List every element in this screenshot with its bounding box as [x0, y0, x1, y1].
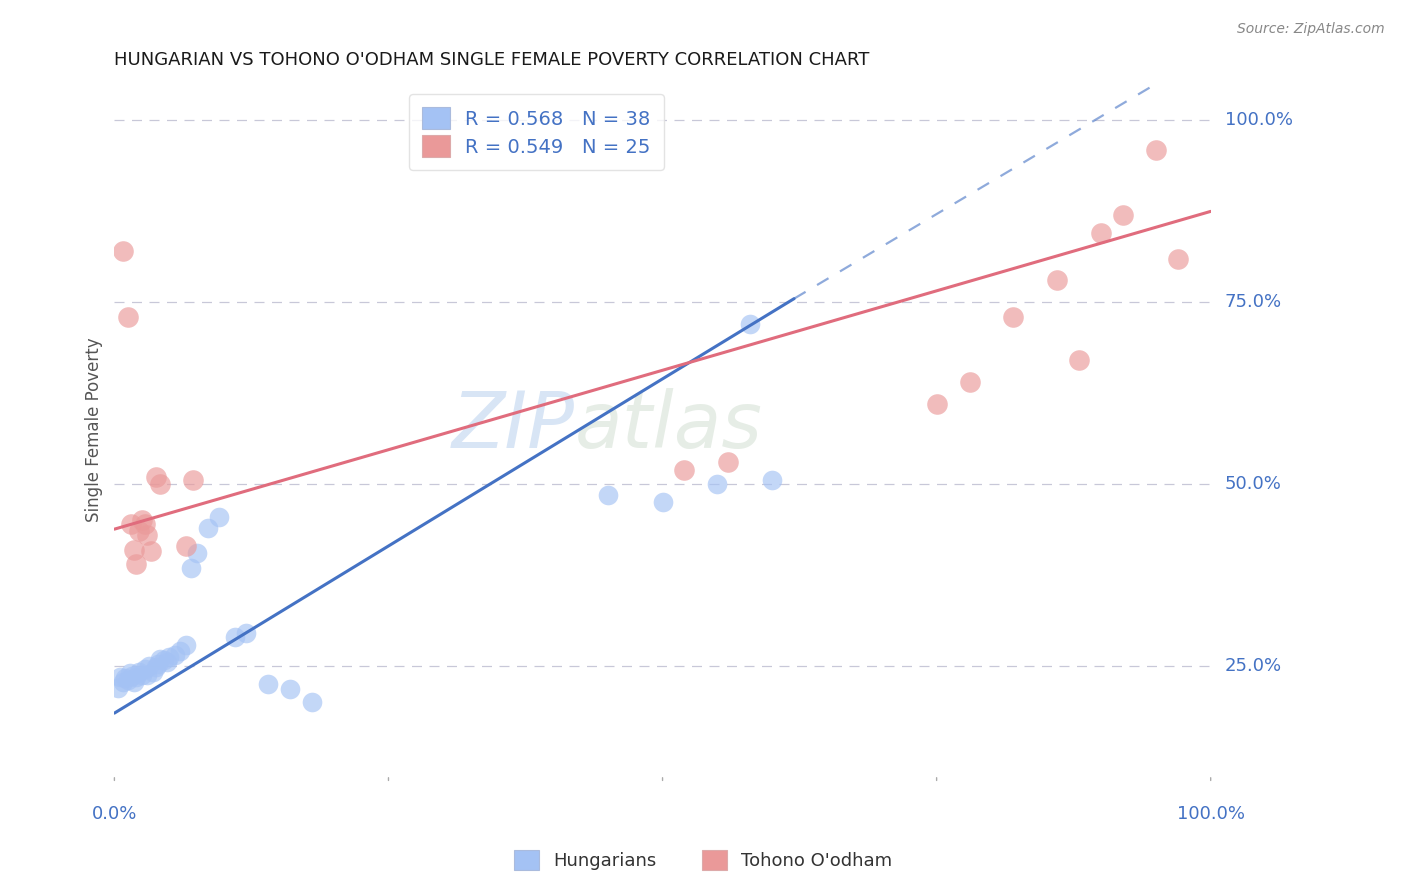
- Point: [925, 397, 948, 411]
- Point: [1069, 353, 1091, 368]
- Point: [596, 488, 619, 502]
- Text: atlas: atlas: [575, 388, 762, 464]
- Point: [1167, 252, 1189, 266]
- Legend: Hungarians, Tohono O'odham: Hungarians, Tohono O'odham: [503, 839, 903, 881]
- Point: [257, 677, 280, 691]
- Point: [651, 495, 673, 509]
- Point: [121, 669, 143, 683]
- Point: [174, 639, 197, 653]
- Point: [139, 544, 162, 558]
- Point: [122, 542, 145, 557]
- Point: [278, 682, 301, 697]
- Point: [761, 474, 783, 488]
- Point: [136, 528, 159, 542]
- Point: [717, 455, 740, 469]
- Point: [959, 376, 981, 390]
- Point: [197, 521, 219, 535]
- Point: [183, 474, 205, 488]
- Text: 25.0%: 25.0%: [1225, 657, 1282, 675]
- Text: 50.0%: 50.0%: [1225, 475, 1281, 493]
- Point: [136, 667, 159, 681]
- Point: [138, 658, 160, 673]
- Point: [1002, 310, 1025, 324]
- Point: [131, 513, 153, 527]
- Text: Source: ZipAtlas.com: Source: ZipAtlas.com: [1237, 22, 1385, 37]
- Point: [128, 524, 150, 539]
- Point: [169, 644, 191, 658]
- Point: [706, 477, 728, 491]
- Point: [120, 517, 142, 532]
- Point: [740, 317, 762, 331]
- Text: 100.0%: 100.0%: [1177, 805, 1244, 823]
- Point: [152, 653, 174, 667]
- Point: [131, 667, 153, 681]
- Point: [145, 470, 167, 484]
- Point: [149, 477, 172, 491]
- Text: 100.0%: 100.0%: [1225, 112, 1292, 129]
- Point: [112, 244, 135, 259]
- Point: [186, 546, 208, 560]
- Point: [108, 670, 131, 684]
- Text: 0.0%: 0.0%: [91, 805, 138, 823]
- Point: [122, 674, 145, 689]
- Text: ZIP: ZIP: [451, 388, 575, 464]
- Point: [134, 663, 156, 677]
- Point: [301, 695, 323, 709]
- Legend: R = 0.568   N = 38, R = 0.549   N = 25: R = 0.568 N = 38, R = 0.549 N = 25: [409, 94, 664, 170]
- Point: [134, 517, 156, 532]
- Point: [117, 673, 139, 687]
- Point: [117, 310, 139, 324]
- Point: [148, 657, 170, 671]
- Point: [157, 650, 180, 665]
- Point: [112, 674, 135, 689]
- Point: [107, 681, 129, 695]
- Point: [118, 666, 141, 681]
- Point: [1046, 273, 1069, 287]
- Point: [145, 660, 167, 674]
- Y-axis label: Single Female Poverty: Single Female Poverty: [86, 337, 103, 522]
- Point: [1090, 226, 1112, 240]
- Point: [180, 560, 202, 574]
- Point: [673, 462, 696, 476]
- Point: [1112, 208, 1135, 222]
- Point: [114, 671, 136, 685]
- Point: [156, 655, 179, 669]
- Point: [207, 509, 229, 524]
- Text: 75.0%: 75.0%: [1225, 293, 1282, 311]
- Point: [142, 665, 165, 679]
- Point: [1144, 143, 1167, 157]
- Point: [224, 630, 246, 644]
- Point: [174, 539, 197, 553]
- Text: HUNGARIAN VS TOHONO O'ODHAM SINGLE FEMALE POVERTY CORRELATION CHART: HUNGARIAN VS TOHONO O'ODHAM SINGLE FEMAL…: [114, 51, 870, 69]
- Point: [163, 648, 186, 662]
- Point: [235, 626, 257, 640]
- Point: [149, 651, 172, 665]
- Point: [128, 665, 150, 679]
- Point: [125, 670, 148, 684]
- Point: [125, 557, 148, 571]
